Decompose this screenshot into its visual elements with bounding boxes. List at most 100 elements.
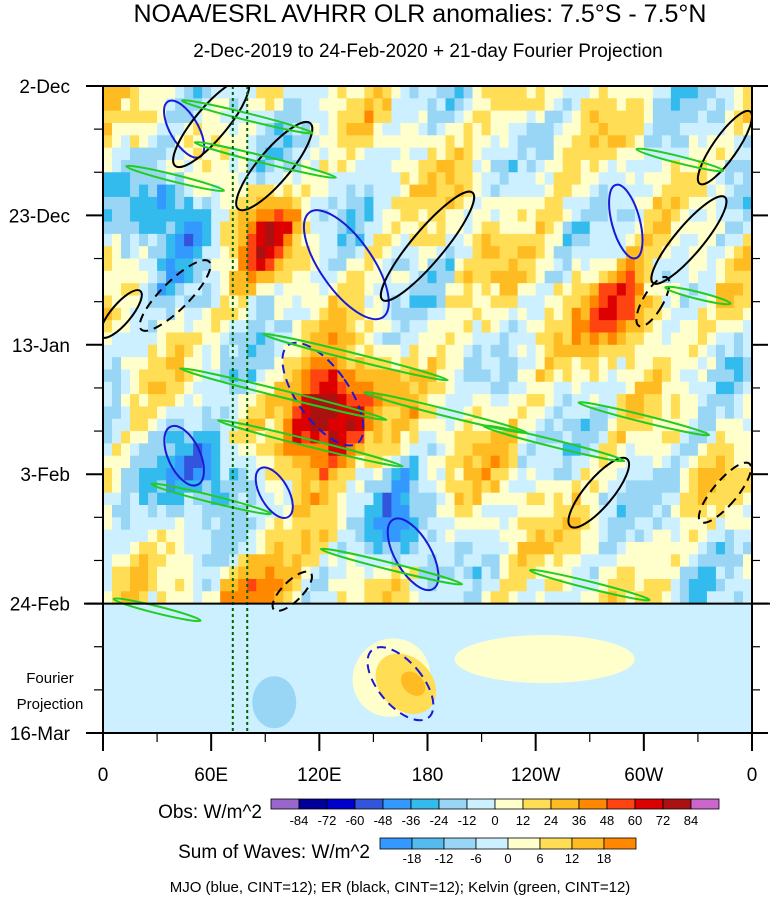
obs-cell: [148, 295, 158, 309]
obs-cell: [382, 492, 393, 506]
obs-cell: [346, 517, 356, 531]
obs-cell: [499, 591, 510, 605]
obs-cell: [598, 394, 609, 408]
obs-cell: [310, 394, 320, 408]
obs-cell: [472, 455, 483, 469]
obs-cell: [562, 320, 573, 334]
obs-cell: [688, 110, 699, 124]
obs-cell: [742, 320, 752, 334]
obs-cell: [292, 492, 302, 506]
obs-cell: [517, 418, 528, 432]
obs-cell: [121, 529, 131, 543]
obs-cell: [652, 505, 663, 518]
obs-cell: [184, 554, 194, 568]
obs-cell: [715, 591, 726, 605]
obs-cell: [463, 406, 474, 420]
obs-cell: [436, 258, 447, 272]
obs-cell: [184, 505, 194, 518]
obs-cell: [166, 492, 176, 506]
obs-cell: [715, 209, 726, 223]
obs-cell: [382, 480, 393, 494]
obs-cell: [256, 591, 266, 605]
obs-cell: [679, 135, 690, 149]
obs-cell: [742, 431, 752, 444]
obs-cell: [310, 233, 320, 247]
obs-cell: [652, 332, 663, 346]
obs-cell: [526, 270, 537, 284]
obs-cell: [355, 505, 365, 518]
obs-cell: [211, 591, 221, 605]
obs-cell: [292, 209, 302, 223]
obs-cell: [463, 541, 474, 555]
obs-cell: [490, 578, 501, 592]
waves-legend-tick: 18: [597, 851, 611, 866]
obs-cell: [184, 492, 194, 506]
obs-cell: [229, 566, 239, 580]
obs-cell: [562, 258, 573, 272]
obs-cell: [301, 529, 311, 543]
obs-cell: [328, 147, 338, 161]
obs-cell: [256, 98, 266, 112]
obs-cell: [229, 492, 239, 506]
obs-cell: [121, 431, 131, 444]
obs-cell: [562, 246, 573, 260]
obs-cell: [328, 110, 338, 124]
obs-cell: [328, 455, 338, 469]
obs-cell: [544, 578, 555, 592]
obs-cell: [427, 159, 438, 173]
obs-cell: [265, 86, 275, 99]
obs-cell: [661, 431, 672, 444]
obs-cell: [499, 443, 510, 457]
obs-cell: [319, 480, 329, 494]
obs-cell: [193, 332, 203, 346]
obs-cell: [364, 492, 375, 506]
obs-cell: [409, 98, 420, 112]
obs-cell: [526, 122, 537, 136]
obs-cell: [697, 307, 708, 321]
obs-cell: [238, 418, 248, 432]
obs-cell: [184, 541, 194, 555]
obs-cell: [247, 344, 257, 358]
obs-cell: [697, 578, 708, 592]
obs-cell: [688, 431, 699, 444]
obs-cell: [274, 209, 284, 223]
obs-cell: [733, 406, 744, 420]
obs-cell: [193, 357, 203, 371]
obs-cell: [256, 554, 266, 568]
obs-cell: [643, 357, 654, 371]
obs-cell: [616, 196, 627, 210]
obs-cell: [634, 357, 645, 371]
obs-cell: [571, 443, 582, 457]
obs-cell: [202, 295, 212, 309]
obs-cell: [175, 344, 185, 358]
obs-cell: [148, 233, 158, 247]
obs-cell: [139, 529, 149, 543]
obs-cell: [742, 517, 752, 531]
obs-cell: [130, 381, 140, 395]
obs-cell: [607, 517, 618, 531]
obs-cell: [256, 406, 266, 420]
obs-cell: [679, 98, 690, 112]
obs-cell: [337, 320, 347, 334]
obs-cell: [364, 455, 375, 469]
obs-cell: [733, 110, 744, 124]
obs-cell: [688, 591, 699, 605]
obs-cell: [652, 110, 663, 124]
obs-cell: [553, 184, 564, 198]
obs-cell: [742, 369, 752, 383]
obs-cell: [382, 406, 393, 420]
obs-cell: [391, 233, 402, 247]
obs-cell: [661, 233, 672, 247]
obs-cell: [553, 246, 564, 260]
obs-cell: [580, 295, 591, 309]
obs-cell: [724, 307, 735, 321]
obs-cell: [391, 443, 402, 457]
obs-cell: [697, 221, 708, 235]
obs-cell: [364, 505, 375, 518]
obs-cell: [688, 184, 699, 198]
obs-cell: [508, 295, 519, 309]
obs-cell: [517, 566, 528, 580]
obs-cell: [553, 86, 564, 99]
obs-cell: [265, 591, 275, 605]
obs-cell: [544, 492, 555, 506]
